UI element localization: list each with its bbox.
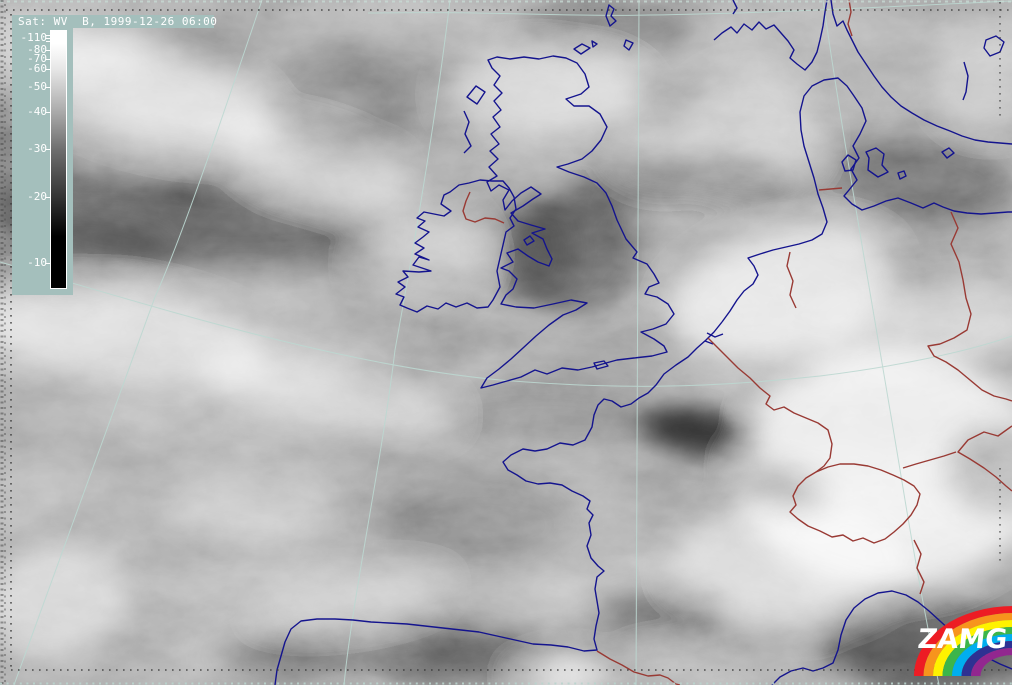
colorbar-tick (46, 112, 50, 113)
border-netherlands-germany (786, 251, 797, 309)
colorbar-tick (46, 263, 50, 264)
coastline-layer (274, 0, 1012, 685)
colorbar-tick (46, 50, 50, 51)
colorbar-tick (46, 87, 50, 88)
coastline-scheldt-islands (704, 332, 724, 345)
border-pyrenees (596, 650, 681, 685)
colorbar-label: -80 (27, 43, 47, 56)
coastline-denmark-germany (721, 77, 1012, 323)
colorbar-tick (46, 35, 50, 36)
border-belgium-rhine (707, 337, 833, 473)
colorbar-tick (46, 59, 50, 60)
meridian-line (822, 0, 940, 685)
colorbar-label: -40 (27, 105, 47, 118)
coastline-isle-of-man (523, 235, 535, 246)
border-czech (927, 343, 1012, 492)
coastline-shetland (605, 4, 634, 51)
meridian-line (343, 0, 451, 685)
colorbar-label: -10 (27, 256, 47, 269)
colorbar-label: -60 (27, 62, 47, 75)
meridian-line (635, 0, 640, 685)
colorbar-gradient (50, 30, 67, 289)
colorbar-tick (46, 38, 50, 39)
coastline-ireland (395, 179, 517, 313)
coastline-norway (713, 0, 828, 71)
colorbar-label: -50 (27, 80, 47, 93)
lake-vattern (962, 61, 969, 101)
image-title-bar: Sat: WV B, 1999-12-26 06:00 (12, 15, 217, 28)
colorbar-label: -110 (20, 31, 48, 44)
coastline-orkney (573, 40, 598, 55)
coastline-france-west (274, 321, 723, 685)
colorbar-tick (46, 197, 50, 198)
coastline-great-britain (480, 55, 675, 389)
border-denmark-germany (818, 187, 843, 191)
coastline-sweden (830, 0, 1012, 145)
border-layer (462, 0, 1012, 685)
coastline-isle-of-wight (593, 360, 609, 370)
colorbar-tick (46, 69, 50, 70)
rainbow-icon (914, 606, 1012, 676)
border-switzerland (789, 463, 921, 544)
temperature-colorbar: -110 -80 -70 -60 -50 -40 -30 -20 -10 (12, 28, 73, 295)
border-northern-ireland (462, 191, 505, 224)
zamg-logo: ZAMG (914, 606, 1012, 676)
meridian-line (13, 0, 263, 685)
colorbar-label: -20 (27, 190, 47, 203)
parallel-line (367, 0, 1012, 16)
parallel-line (0, 261, 1012, 387)
border-germany-austria (902, 451, 957, 469)
colorbar-tick (46, 149, 50, 150)
border-france-italy (913, 539, 925, 595)
colorbar-label: -30 (27, 142, 47, 155)
border-germany-poland (939, 211, 972, 345)
border-norway-sweden (847, 0, 853, 37)
coastline-hebrides (463, 85, 486, 154)
coastline-danish-islands (841, 147, 955, 180)
colorbar-label: -70 (27, 52, 47, 65)
zamg-logo-text: ZAMG (916, 624, 1009, 655)
colorbar-tick (46, 41, 50, 42)
